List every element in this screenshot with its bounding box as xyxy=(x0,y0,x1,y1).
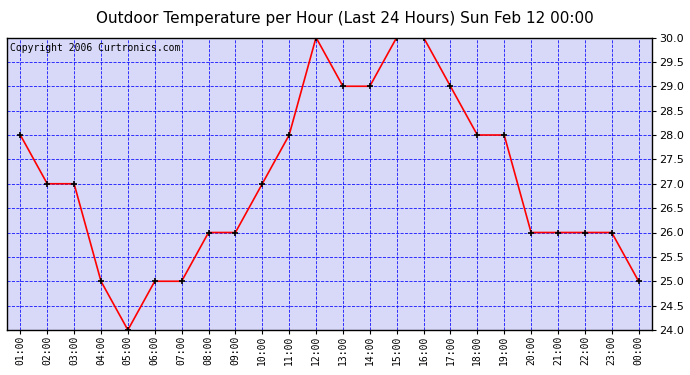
Text: Outdoor Temperature per Hour (Last 24 Hours) Sun Feb 12 00:00: Outdoor Temperature per Hour (Last 24 Ho… xyxy=(96,11,594,26)
Text: Copyright 2006 Curtronics.com: Copyright 2006 Curtronics.com xyxy=(10,44,181,53)
